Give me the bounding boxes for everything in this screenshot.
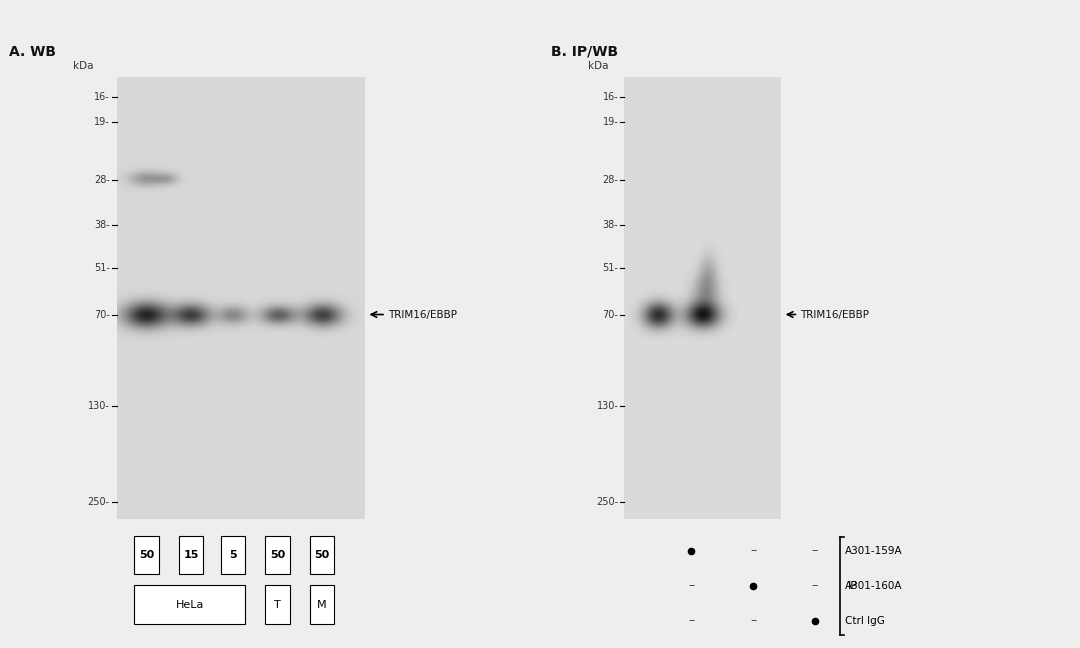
Text: 250-: 250- <box>596 497 619 507</box>
Text: A301-160A: A301-160A <box>845 581 903 590</box>
Text: 50: 50 <box>139 550 154 560</box>
Text: 70-: 70- <box>603 310 619 319</box>
Text: 38-: 38- <box>94 220 110 229</box>
Bar <box>134 586 245 624</box>
Text: –: – <box>812 579 818 592</box>
Text: 5: 5 <box>229 550 237 560</box>
Text: –: – <box>812 544 818 557</box>
Text: 50: 50 <box>270 550 285 560</box>
Text: 16-: 16- <box>94 92 110 102</box>
Bar <box>265 536 289 575</box>
Text: HeLa: HeLa <box>175 600 204 610</box>
Text: TRIM16/EBBP: TRIM16/EBBP <box>388 310 457 319</box>
Text: 19-: 19- <box>94 117 110 128</box>
Text: 38-: 38- <box>603 220 619 229</box>
Text: 15: 15 <box>184 550 199 560</box>
Text: M: M <box>318 600 326 610</box>
Text: 28-: 28- <box>94 174 110 185</box>
Text: 70-: 70- <box>94 310 110 319</box>
Text: 51-: 51- <box>94 263 110 273</box>
Text: A301-159A: A301-159A <box>845 546 903 555</box>
Text: 50: 50 <box>314 550 329 560</box>
Text: 51-: 51- <box>603 263 619 273</box>
Text: 130-: 130- <box>87 400 110 411</box>
Text: TRIM16/EBBP: TRIM16/EBBP <box>800 310 868 319</box>
Text: –: – <box>688 579 694 592</box>
Bar <box>134 536 159 575</box>
Bar <box>310 536 334 575</box>
Text: 130-: 130- <box>596 400 619 411</box>
Text: Ctrl IgG: Ctrl IgG <box>845 616 885 625</box>
Text: kDa: kDa <box>589 61 609 71</box>
Text: IP: IP <box>848 581 858 590</box>
Text: A. WB: A. WB <box>9 45 56 59</box>
Bar <box>220 536 245 575</box>
Text: B. IP/WB: B. IP/WB <box>551 45 618 59</box>
Bar <box>310 586 334 624</box>
Text: 19-: 19- <box>603 117 619 128</box>
Text: kDa: kDa <box>72 61 93 71</box>
Text: –: – <box>688 614 694 627</box>
Bar <box>265 586 289 624</box>
Bar <box>178 536 203 575</box>
Text: –: – <box>750 614 756 627</box>
Text: 16-: 16- <box>603 92 619 102</box>
Text: 250-: 250- <box>87 497 110 507</box>
Text: 28-: 28- <box>603 174 619 185</box>
Text: –: – <box>750 544 756 557</box>
Text: T: T <box>274 600 281 610</box>
